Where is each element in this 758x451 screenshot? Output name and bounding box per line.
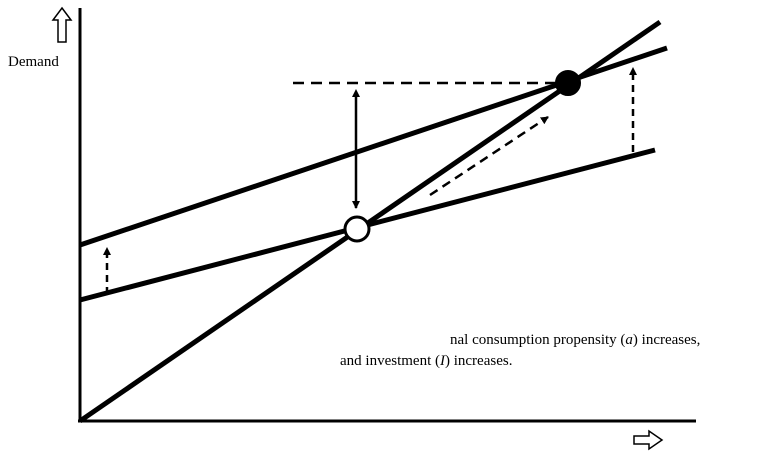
annotation-line-1-text-b: ) increases,	[632, 332, 701, 348]
annotation-line-2: and investment (I) increases.	[340, 351, 512, 371]
annotation-line-2-text-b: ) increases.	[444, 353, 513, 369]
annotation-line-1-text-a: nal consumption propensity (	[450, 332, 626, 348]
hollow-right-arrow-icon	[633, 429, 664, 451]
consumption-propensity-symbol: a	[625, 332, 633, 348]
annotation-line-2-text-a: and investment (	[340, 353, 440, 369]
y-axis-label: Demand	[8, 54, 59, 70]
hollow-up-arrow-icon	[51, 6, 73, 43]
initial-equilibrium-point	[343, 215, 371, 243]
annotation-line-1: nal consumption propensity (a) increases…	[450, 330, 700, 350]
new-equilibrium-point	[555, 70, 581, 96]
movement-arrow	[429, 115, 549, 197]
investment-symbol: I	[439, 353, 445, 369]
